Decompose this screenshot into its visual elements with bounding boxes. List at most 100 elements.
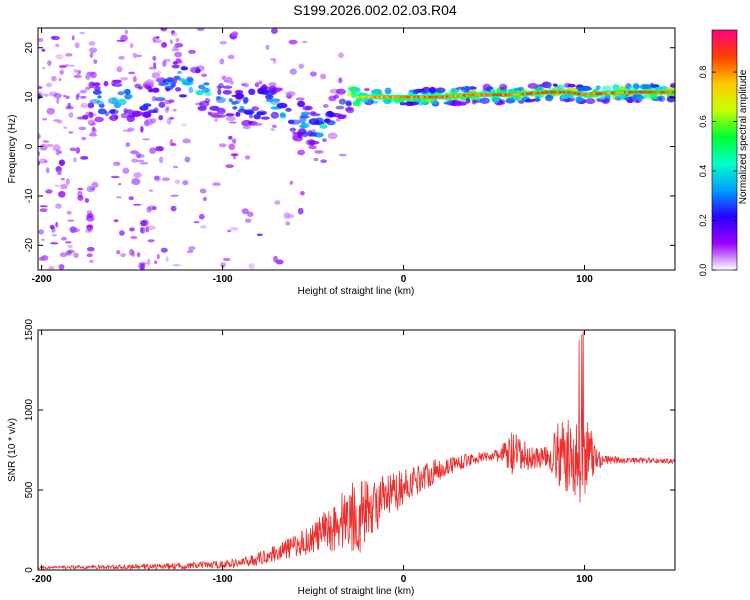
heatmap-speckle [338,77,343,84]
heatmap-speckle [169,39,173,44]
heatmap-blob [222,89,232,95]
heatmap-blob [209,105,220,111]
heatmap-blob [120,113,129,119]
heatmap-blob [175,87,182,92]
heatmap-speckle [165,106,170,111]
heatmap-speckle [77,194,84,201]
heatmap-blob [145,118,154,126]
heatmap-speckle [41,48,46,52]
heatmap-blob [158,101,166,108]
heatmap-speckle [229,227,239,231]
heatmap-blob [325,111,336,118]
heatmap-blob [175,75,181,81]
heatmap-speckle [227,54,235,60]
heatmap-speckle [78,69,82,75]
heatmap-speckle [118,183,122,186]
y-tick-label: 0 [24,567,35,573]
heatmap-speckle [89,52,94,58]
heatmap-blob [472,100,480,103]
heatmap-speckle [320,159,327,164]
heatmap-blob [112,83,123,87]
heatmap-blob [275,87,283,92]
heatmap-speckle [73,157,77,163]
heatmap-speckle [202,196,207,202]
heatmap-blob [295,97,305,101]
heatmap-speckle [84,198,90,203]
heatmap-speckle [275,259,284,265]
heatmap-speckle [39,208,48,213]
heatmap-blob [132,75,137,83]
heatmap-blob [301,131,309,138]
heatmap-blob [564,82,572,88]
heatmap-blob [178,94,188,98]
heatmap-speckle [133,172,142,179]
heatmap-speckle [170,205,177,212]
heatmap-blob [269,98,280,105]
heatmap-speckle [89,187,96,191]
heatmap-speckle [47,60,52,66]
heatmap-speckle [38,86,43,89]
heatmap-blob [404,101,415,107]
heatmap-speckle [55,149,60,156]
heatmap-speckle [58,159,66,166]
heatmap-speckle [289,180,293,185]
spectrogram-x-axis: -200 -100 0 100 [32,28,593,285]
heatmap-speckle [81,136,87,141]
heatmap-speckle [160,28,168,32]
heatmap-blob [188,86,194,94]
heatmap-speckle [270,57,276,61]
spectrogram-plot-area [38,28,675,270]
heatmap-speckle [219,40,227,45]
heatmap-blob [265,94,274,100]
heatmap-speckle [58,78,62,82]
heatmap-blob [612,84,620,91]
heatmap-speckle [55,203,62,209]
heatmap-speckle [112,161,121,166]
heatmap-speckle [86,71,95,76]
spectrogram-y-label: Frequency (Hz) [7,115,18,184]
heatmap-speckle [173,165,178,169]
heatmap-speckle [89,47,98,53]
heatmap-speckle [153,62,157,68]
heatmap-speckle [151,206,157,211]
heatmap-speckle [71,228,80,233]
heatmap-speckle [162,60,167,67]
heatmap-speckle [69,147,77,152]
heatmap-blob [544,94,554,102]
heatmap-blob [308,118,320,125]
heatmap-speckle [152,55,157,61]
x-tick-label: -100 [213,574,233,585]
heatmap-blob [345,101,352,107]
heatmap-blob [195,68,201,74]
x-tick-label: 100 [576,274,593,285]
heatmap-speckle [225,164,234,169]
heatmap-speckle [58,64,67,69]
heatmap-speckle [58,191,66,198]
heatmap-speckle [200,225,207,229]
heatmap-speckle [338,153,347,157]
heatmap-blob [132,111,144,117]
heatmap-blob [602,98,611,104]
heatmap-blob [347,86,359,92]
heatmap-speckle [172,108,177,112]
heatmap-speckle [67,244,73,248]
heatmap-speckle [219,58,225,65]
heatmap-speckle [85,86,91,91]
heatmap-blob [308,140,320,145]
heatmap-speckle [152,36,157,43]
heatmap-speckle [80,95,87,99]
heatmap-blob [203,82,210,86]
heatmap-blob [225,113,235,117]
heatmap-blob [248,88,256,96]
heatmap-blob [166,77,175,83]
heatmap-speckle [154,175,161,182]
heatmap-blob [429,86,436,94]
heatmap-blob [299,115,310,119]
heatmap-blob [225,116,236,122]
heatmap-speckle [274,200,281,205]
snr-x-label: Height of straight line (km) [298,586,415,597]
heatmap-blob [112,79,122,84]
heatmap-blob [338,115,346,120]
heatmap-speckle [160,247,168,253]
heatmap-speckle [230,153,239,157]
